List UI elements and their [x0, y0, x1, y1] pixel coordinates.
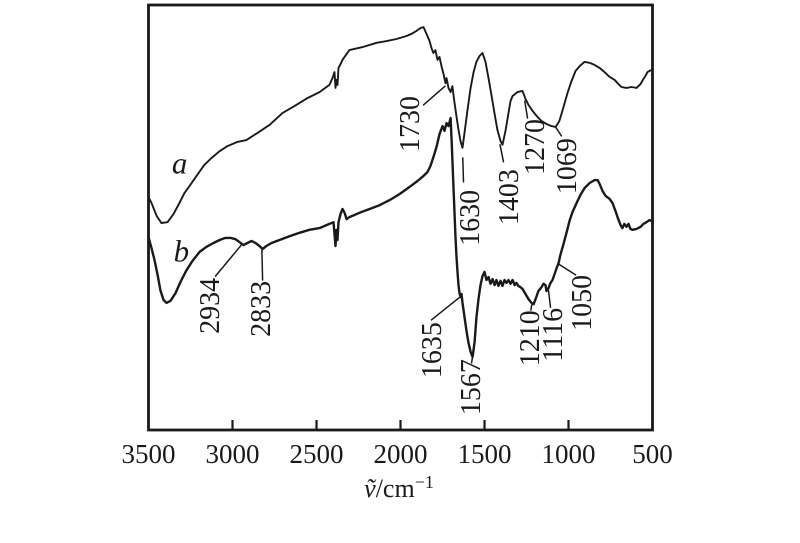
annotation-leader-line: [524, 100, 529, 119]
annotation-leader-line: [547, 288, 552, 308]
annotation-label: 2833: [246, 281, 277, 337]
x-axis-tick-label: 500: [632, 439, 673, 469]
annotation-leader-line: [430, 297, 460, 321]
x-axis-tick-label: 1000: [542, 439, 596, 469]
annotation-leader-line: [261, 249, 264, 281]
annotation-label: 1403: [494, 169, 525, 225]
x-axis-tick-label: 3500: [122, 439, 176, 469]
annotation-leader-line: [470, 357, 474, 364]
annotation-1116: 1116: [538, 288, 569, 362]
x-axis-tick-label: 3000: [206, 439, 260, 469]
x-axis-tick-label: 1500: [458, 439, 512, 469]
annotation-label: 1270: [520, 119, 551, 175]
series-label-a: a: [172, 146, 188, 181]
annotation-label: 1635: [417, 322, 448, 378]
annotation-label: 1116: [538, 308, 569, 362]
annotation-leader-line: [214, 243, 243, 277]
annotation-1069: 1069: [552, 127, 583, 194]
annotation-2833: 2833: [246, 249, 277, 337]
annotation-1403: 1403: [494, 144, 525, 225]
x-axis-tick-label: 2500: [290, 439, 344, 469]
curve-b: [147, 116, 653, 359]
annotation-1635: 1635: [417, 297, 460, 378]
annotation-leader-line: [555, 127, 563, 137]
annotation-1730: 1730: [395, 85, 446, 152]
x-axis-title: ṽ/cm−1: [364, 472, 434, 503]
annotation-label: 2934: [195, 278, 226, 334]
annotation-label: 1069: [552, 138, 583, 194]
annotation-label: 1050: [567, 275, 598, 331]
annotation-1567: 1567: [456, 357, 487, 415]
annotation-leader-line: [422, 85, 446, 106]
annotation-1050: 1050: [557, 263, 598, 331]
annotation-leader-line: [530, 304, 533, 311]
annotation-leader-line: [557, 263, 577, 276]
annotation-leader-line: [462, 157, 465, 183]
series-label-b: b: [174, 234, 190, 269]
annotation-2934: 2934: [195, 243, 243, 334]
annotation-1630: 1630: [455, 157, 486, 246]
annotation-label: 1567: [456, 359, 487, 415]
annotation-label: 1630: [455, 190, 486, 246]
annotation-leader-line: [499, 144, 505, 163]
annotation-1210: 1210: [515, 304, 546, 366]
x-axis-tick-label: 2000: [374, 439, 428, 469]
annotation-label: 1730: [395, 96, 426, 152]
annotation-label: 1210: [515, 310, 546, 366]
curve-a: [147, 26, 653, 224]
annotation-1270: 1270: [520, 100, 551, 175]
